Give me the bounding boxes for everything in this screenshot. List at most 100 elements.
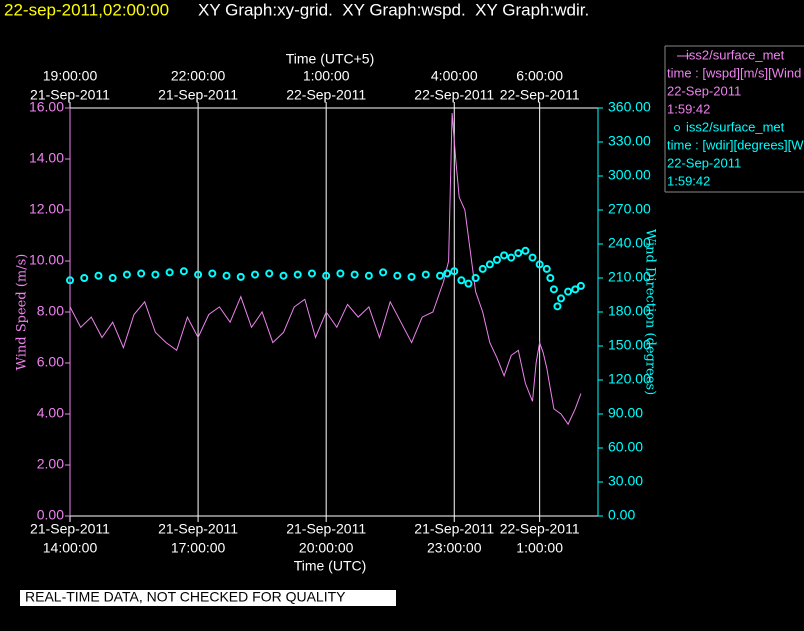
x2-tick-label: 22-Sep-2011 xyxy=(414,87,494,103)
legend-detail: 1:59:42 xyxy=(667,101,710,116)
direction-point xyxy=(407,272,416,281)
y-tick-label: 14.00 xyxy=(29,150,64,166)
y2-tick-label: 0.00 xyxy=(608,507,635,523)
y2-tick-label: 360.00 xyxy=(608,99,651,115)
direction-point xyxy=(549,285,558,294)
y2-tick-label: 330.00 xyxy=(608,133,651,149)
x-tick-label: 14:00:00 xyxy=(43,540,98,556)
direction-point xyxy=(307,269,316,278)
direction-point xyxy=(279,271,288,280)
x2-tick-label: 1:00:00 xyxy=(303,68,350,84)
y-tick-label: 0.00 xyxy=(37,507,64,523)
direction-point xyxy=(336,269,345,278)
legend-detail: time : [wspd][m/s][Wind xyxy=(667,65,801,80)
legend-name: iss2/surface_met xyxy=(686,119,785,134)
direction-point xyxy=(293,270,302,279)
y-tick-label: 16.00 xyxy=(29,99,64,115)
y2-tick-label: 60.00 xyxy=(608,439,643,455)
y2-tick-label: 120.00 xyxy=(608,371,651,387)
direction-point xyxy=(521,246,530,255)
y-tick-label: 10.00 xyxy=(29,252,64,268)
direction-point xyxy=(66,276,74,285)
direction-point xyxy=(137,269,146,278)
direction-point xyxy=(436,271,445,280)
direction-point xyxy=(179,267,188,276)
direction-point xyxy=(208,269,217,278)
direction-point xyxy=(350,270,359,279)
direction-point xyxy=(108,274,117,282)
direction-point xyxy=(222,271,231,280)
direction-point xyxy=(471,274,480,282)
legend-detail: 1:59:42 xyxy=(667,173,710,188)
direction-point xyxy=(265,269,274,278)
direction-point xyxy=(364,271,373,280)
direction-point xyxy=(122,270,131,279)
y-tick-label: 12.00 xyxy=(29,201,64,217)
x-axis-label: Time (UTC) xyxy=(294,558,367,574)
y2-tick-label: 150.00 xyxy=(608,337,651,353)
x-tick-label: 23:00:00 xyxy=(427,540,482,556)
y-axis-label: Wind Speed (m/s) xyxy=(15,254,30,371)
y2-tick-label: 90.00 xyxy=(608,405,643,421)
direction-point xyxy=(443,269,452,278)
direction-point xyxy=(457,276,466,285)
direction-point xyxy=(507,253,516,262)
direction-point xyxy=(500,251,509,260)
y-tick-label: 6.00 xyxy=(37,354,64,370)
direction-point xyxy=(553,302,562,311)
direction-point xyxy=(464,279,473,288)
direction-point xyxy=(379,268,388,277)
direction-point xyxy=(478,264,487,273)
direction-point xyxy=(576,281,585,290)
x2-tick-label: 22:00:00 xyxy=(171,68,226,84)
direction-point xyxy=(514,249,523,258)
x-tick-label: 1:00:00 xyxy=(516,540,563,556)
y2-tick-label: 30.00 xyxy=(608,473,643,489)
direction-point xyxy=(194,270,203,279)
x-tick-label: 21-Sep-2011 xyxy=(286,521,366,537)
footer-box xyxy=(20,590,396,606)
direction-point xyxy=(421,270,430,279)
direction-point xyxy=(94,271,103,280)
y2-tick-label: 210.00 xyxy=(608,269,651,285)
direction-point xyxy=(165,268,174,277)
x-tick-label: 17:00:00 xyxy=(171,540,226,556)
y-tick-label: 8.00 xyxy=(37,303,64,319)
direction-point xyxy=(556,294,565,303)
footer: REAL-TIME DATA, NOT CHECKED FOR QUALITY xyxy=(25,589,346,605)
chart-title: XY Graph:xy-grid. XY Graph:wspd. XY Grap… xyxy=(198,0,589,19)
legend-detail: 22-Sep-2011 xyxy=(667,155,741,170)
x2-axis-label: Time (UTC+5) xyxy=(286,51,375,67)
direction-point xyxy=(236,272,245,281)
direction-point xyxy=(393,271,402,280)
legend-name: iss2/surface_met xyxy=(686,47,785,62)
x2-tick-label: 4:00:00 xyxy=(431,68,478,84)
direction-point xyxy=(80,274,89,282)
y2-tick-label: 180.00 xyxy=(608,303,651,319)
direction-point xyxy=(492,255,501,264)
x2-tick-label: 22-Sep-2011 xyxy=(500,87,580,103)
x2-tick-label: 21-Sep-2011 xyxy=(30,87,110,103)
y2-axis-label: Wind Direction (degrees) xyxy=(643,229,658,395)
direction-point xyxy=(564,287,573,296)
x-tick-label: 20:00:00 xyxy=(299,540,354,556)
x-tick-label: 22-Sep-2011 xyxy=(500,521,580,537)
direction-point xyxy=(450,267,459,276)
direction-point xyxy=(322,271,331,280)
y2-tick-label: 240.00 xyxy=(608,235,651,251)
y2-tick-label: 300.00 xyxy=(608,167,651,183)
direction-point xyxy=(151,270,160,279)
timestamp: 22-sep-2011,02:00:00 xyxy=(4,0,169,19)
y-tick-label: 2.00 xyxy=(37,456,64,472)
direction-point xyxy=(485,260,494,269)
x2-tick-label: 22-Sep-2011 xyxy=(286,87,366,103)
legend-detail: time : [wdir][degrees][W xyxy=(667,137,804,152)
legend-swatch xyxy=(674,125,680,131)
direction-point xyxy=(542,264,551,273)
x-tick-label: 21-Sep-2011 xyxy=(30,521,110,537)
direction-point xyxy=(251,270,260,279)
speed-line xyxy=(69,113,582,426)
x2-tick-label: 21-Sep-2011 xyxy=(158,87,238,103)
